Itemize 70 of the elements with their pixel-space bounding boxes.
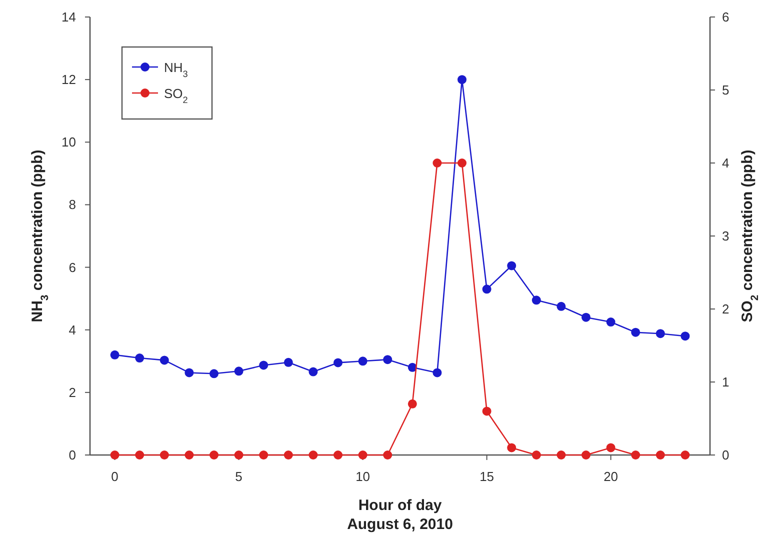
y-tick-label: 8 — [68, 197, 76, 212]
point — [606, 318, 616, 327]
point — [210, 450, 218, 460]
y2-tick-label: 2 — [722, 302, 730, 316]
x-tick-label: 15 — [480, 469, 494, 484]
point — [160, 450, 169, 460]
point — [556, 302, 566, 311]
point — [210, 369, 218, 378]
point — [631, 328, 640, 337]
point — [606, 443, 616, 452]
x-tick-label: 10 — [356, 469, 370, 484]
point — [631, 450, 640, 460]
point — [383, 450, 392, 460]
point — [556, 450, 566, 460]
y-tick-label: 6 — [68, 260, 76, 275]
point — [284, 358, 293, 367]
point — [358, 450, 368, 460]
point — [383, 355, 392, 364]
point — [582, 312, 590, 322]
point — [234, 366, 244, 376]
x-tick-label: 20 — [604, 469, 618, 484]
x-tick-label: 0 — [111, 469, 118, 484]
point — [334, 358, 342, 368]
point — [656, 450, 665, 460]
y-tick-label: 14 — [62, 10, 76, 24]
point — [135, 450, 144, 460]
point — [358, 356, 368, 366]
y2-tick-label: 0 — [722, 448, 730, 462]
y-tick-label: 4 — [68, 322, 76, 338]
legend-label: SO$_{2}$ — [164, 86, 188, 105]
point — [656, 329, 665, 338]
point — [482, 284, 492, 294]
point — [259, 360, 268, 370]
point — [184, 450, 194, 460]
x-axis-title: Hour of day August 6, 2010 — [347, 497, 453, 533]
point — [184, 368, 194, 378]
point — [308, 450, 318, 460]
point — [532, 450, 541, 460]
point — [582, 450, 590, 460]
y-tick-label: 12 — [62, 72, 76, 88]
y2-tick-label: 5 — [722, 82, 730, 98]
y-tick-label: 10 — [62, 134, 76, 150]
point — [110, 350, 120, 360]
y2-tick-label: 3 — [722, 228, 730, 244]
point — [135, 354, 144, 363]
point — [532, 296, 541, 305]
point — [507, 443, 516, 452]
point — [110, 450, 120, 460]
point — [284, 450, 293, 460]
point — [680, 450, 690, 460]
y2-tick-label: 4 — [722, 156, 730, 170]
y2-tick-label: 1 — [722, 374, 730, 390]
point — [507, 261, 516, 270]
point — [680, 332, 690, 341]
point — [408, 399, 417, 408]
point — [432, 368, 442, 378]
point — [259, 450, 268, 460]
x-tick-label: 5 — [235, 469, 242, 484]
point — [308, 367, 318, 376]
y2-tick-label: 6 — [722, 10, 730, 24]
y-tick-label: 0 — [68, 448, 76, 462]
y-tick-label: 2 — [68, 384, 76, 400]
point — [334, 450, 342, 460]
point — [458, 158, 466, 168]
point — [458, 75, 466, 84]
point — [432, 158, 442, 168]
point — [234, 450, 244, 460]
legend-label: NH$_{3}$ — [164, 60, 188, 79]
point — [482, 406, 492, 416]
point — [160, 356, 169, 365]
